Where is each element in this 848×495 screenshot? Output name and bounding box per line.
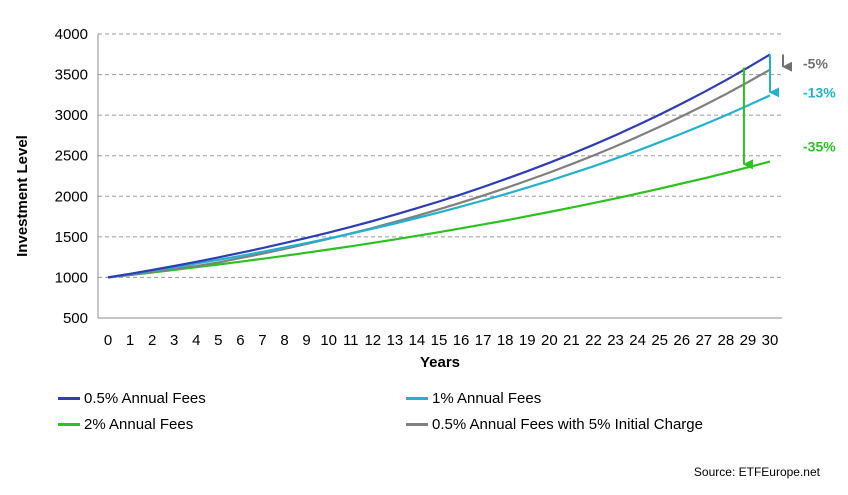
x-tick-label: 27	[695, 332, 712, 349]
x-tick-label: 23	[607, 332, 624, 349]
x-tick-label: 7	[258, 332, 266, 349]
legend-swatch	[406, 422, 428, 426]
x-tick-label: 13	[387, 332, 404, 349]
legend-item-initial-charge: 0.5% Annual Fees with 5% Initial Charge	[406, 414, 703, 434]
x-axis-title: Years	[420, 354, 460, 371]
y-tick-label: 3500	[55, 67, 88, 84]
x-tick-label: 14	[409, 332, 426, 349]
x-tick-label: 6	[236, 332, 244, 349]
x-tick-label: 4	[192, 332, 200, 349]
legend-label: 0.5% Annual Fees with 5% Initial Charge	[432, 415, 703, 433]
y-tick-label: 1000	[55, 269, 88, 286]
legend-swatch	[58, 422, 80, 426]
x-tick-label: 12	[364, 332, 381, 349]
x-tick-label: 9	[302, 332, 310, 349]
y-tick-label: 2000	[55, 188, 88, 205]
series-line	[107, 160, 771, 279]
x-tick-label: 18	[497, 332, 514, 349]
x-tick-label: 15	[431, 332, 448, 349]
legend-label: 2% Annual Fees	[84, 415, 194, 433]
x-axis-ticks: 0 1 2 3 4 5 6 7 8 9 10 11 12 13 14 15 16 17 18 19 20 21 22 23 24…	[104, 332, 779, 349]
series-lines	[107, 53, 771, 279]
fee-label: -13%	[803, 85, 836, 101]
y-tick-label: 3000	[55, 107, 88, 124]
x-tick-label: 30	[762, 332, 779, 349]
x-tick-label: 2	[148, 332, 156, 349]
x-tick-label: 26	[673, 332, 690, 349]
x-tick-label: 10	[320, 332, 337, 349]
gridlines	[97, 33, 782, 319]
x-tick-label: 8	[280, 332, 288, 349]
y-tick-label: 2500	[55, 148, 88, 165]
legend-label: 0.5% Annual Fees	[84, 389, 206, 407]
x-tick-label: 3	[170, 332, 178, 349]
x-tick-label: 22	[585, 332, 602, 349]
x-tick-label: 0	[104, 332, 112, 349]
legend-item-0-5-annual-fees: 0.5% Annual Fees	[58, 388, 206, 408]
fee-label: -5%	[803, 56, 828, 72]
x-tick-label: 20	[541, 332, 558, 349]
x-tick-label: 29	[740, 332, 757, 349]
x-tick-label: 28	[718, 332, 735, 349]
legend-item-2-annual-fees: 2% Annual Fees	[58, 414, 193, 434]
legend-swatch	[406, 396, 428, 400]
series-line	[107, 53, 771, 279]
fee-annotations: -5% -13% -35%	[742, 54, 836, 170]
y-axis-ticks: 500 1000 1500 2000 2500 3000 3500 4000	[55, 26, 88, 327]
x-tick-label: 21	[563, 332, 580, 349]
x-tick-label: 24	[629, 332, 646, 349]
y-tick-label: 500	[63, 310, 88, 327]
series-line	[107, 94, 771, 279]
y-tick-label: 1500	[55, 229, 88, 246]
x-tick-label: 25	[651, 332, 668, 349]
source-note: Source: ETFEurope.net	[693, 465, 820, 479]
x-tick-label: 5	[214, 332, 222, 349]
x-tick-label: 17	[475, 332, 492, 349]
y-axis-title: Investment Level	[14, 135, 31, 257]
series-line	[107, 68, 771, 279]
x-tick-label: 11	[343, 332, 359, 349]
x-tick-label: 1	[126, 332, 134, 349]
x-tick-label: 16	[453, 332, 470, 349]
legend: 0.5% Annual Fees 1% Annual Fees 2% Annua…	[58, 388, 818, 436]
x-tick-label: 19	[519, 332, 536, 349]
y-tick-label: 4000	[55, 26, 88, 43]
legend-swatch	[58, 396, 80, 400]
fee-label: -35%	[803, 139, 836, 155]
legend-label: 1% Annual Fees	[432, 389, 542, 407]
legend-item-1-annual-fees: 1% Annual Fees	[406, 388, 541, 408]
